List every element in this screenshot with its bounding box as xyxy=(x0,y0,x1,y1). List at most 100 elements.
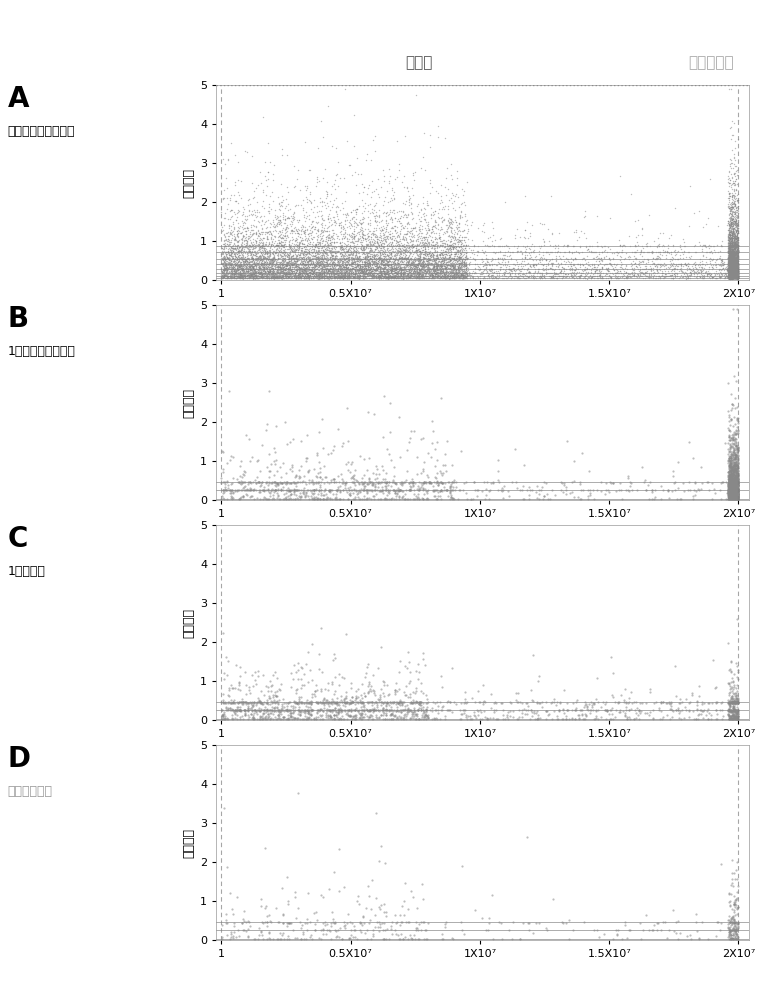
Point xyxy=(367,262,380,278)
Point xyxy=(330,245,342,261)
Point xyxy=(723,265,735,281)
Point xyxy=(730,261,743,277)
Point xyxy=(359,249,371,265)
Point xyxy=(426,267,438,283)
Point xyxy=(249,267,261,283)
Point xyxy=(724,475,736,491)
Point xyxy=(425,265,438,281)
Point xyxy=(320,253,333,269)
Point xyxy=(337,253,350,269)
Point xyxy=(290,258,303,274)
Point xyxy=(425,255,437,271)
Point xyxy=(732,491,744,507)
Point xyxy=(726,700,739,716)
Point xyxy=(447,269,459,285)
Point xyxy=(332,701,344,717)
Point xyxy=(723,250,735,266)
Point xyxy=(729,474,741,490)
Point xyxy=(638,266,651,282)
Point xyxy=(400,256,412,272)
Point xyxy=(730,230,742,246)
Point xyxy=(486,250,498,266)
Point xyxy=(287,694,300,710)
Point xyxy=(433,253,445,269)
Point xyxy=(598,249,610,265)
Point xyxy=(361,260,373,276)
Point xyxy=(279,265,292,281)
Point xyxy=(578,269,591,285)
Point xyxy=(731,481,743,497)
Point xyxy=(304,162,317,178)
Point xyxy=(729,227,741,243)
Point xyxy=(227,694,239,710)
Point xyxy=(343,270,355,286)
Point xyxy=(715,915,727,931)
Point xyxy=(337,268,350,284)
Point xyxy=(377,711,389,727)
Point xyxy=(723,481,735,497)
Point xyxy=(243,266,256,282)
Point xyxy=(301,237,313,253)
Point xyxy=(730,475,742,491)
Point xyxy=(330,261,342,277)
Point xyxy=(321,922,334,938)
Point xyxy=(330,167,342,183)
Point xyxy=(726,472,738,488)
Point xyxy=(430,258,442,274)
Point xyxy=(365,256,378,272)
Point xyxy=(725,237,737,253)
Point xyxy=(520,265,532,281)
Point xyxy=(727,461,740,477)
Point xyxy=(375,266,388,282)
Point xyxy=(731,488,743,504)
Point xyxy=(723,462,736,478)
Point xyxy=(290,232,302,248)
Point xyxy=(227,930,239,946)
Point xyxy=(726,878,739,894)
Point xyxy=(310,447,323,463)
Point xyxy=(283,225,296,241)
Point xyxy=(267,260,279,276)
Point xyxy=(731,485,743,501)
Point xyxy=(727,488,740,504)
Point xyxy=(437,244,449,260)
Point xyxy=(399,209,411,225)
Point xyxy=(222,265,234,281)
Point xyxy=(232,260,244,276)
Point xyxy=(327,244,340,260)
Point xyxy=(364,236,377,252)
Point xyxy=(723,488,736,504)
Point xyxy=(276,880,288,896)
Point xyxy=(245,238,258,254)
Point xyxy=(350,259,362,275)
Point xyxy=(634,244,646,260)
Point xyxy=(347,266,360,282)
Point xyxy=(257,706,269,722)
Point xyxy=(374,251,386,267)
Point xyxy=(322,694,334,710)
Point xyxy=(727,258,740,274)
Point xyxy=(236,268,249,284)
Point xyxy=(243,241,256,257)
Point xyxy=(723,268,736,284)
Point xyxy=(244,265,256,281)
Point xyxy=(611,262,623,278)
Point xyxy=(280,270,293,286)
Point xyxy=(438,261,451,277)
Point xyxy=(375,250,388,266)
Point xyxy=(726,267,738,283)
Point xyxy=(354,262,367,278)
Point xyxy=(652,230,664,246)
Point xyxy=(672,913,684,929)
Point xyxy=(596,259,608,275)
Point xyxy=(496,238,508,254)
Point xyxy=(282,210,294,226)
Point xyxy=(249,268,262,284)
Point xyxy=(554,264,566,280)
Point xyxy=(723,268,736,284)
Point xyxy=(435,482,447,498)
Point xyxy=(380,269,392,285)
Point xyxy=(730,257,742,273)
Point xyxy=(446,238,459,254)
Point xyxy=(352,267,364,283)
